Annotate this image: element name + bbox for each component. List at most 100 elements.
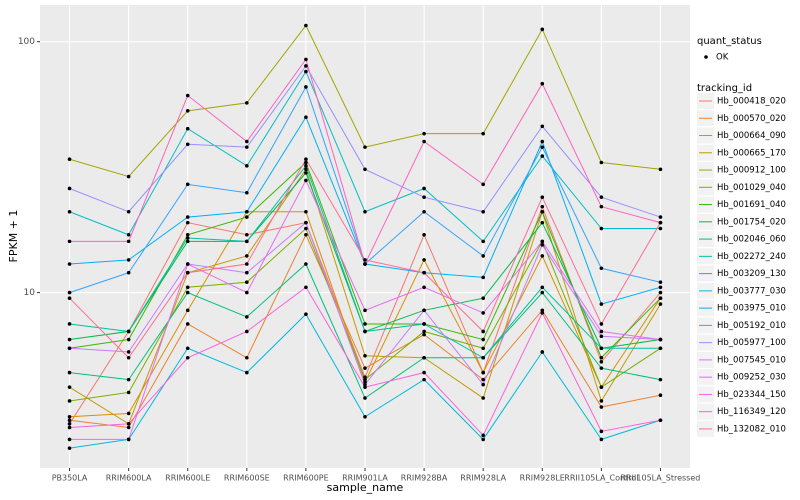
data-point xyxy=(126,337,131,342)
data-point xyxy=(304,167,308,172)
data-point xyxy=(481,209,485,214)
x-tick-label: RRIM901LA xyxy=(342,474,388,483)
x-tick-label: PB350LA xyxy=(52,474,88,483)
legend-label: Hb_116349_120 xyxy=(717,407,786,417)
data-point xyxy=(245,239,249,244)
data-point xyxy=(185,220,190,225)
data-point xyxy=(363,329,367,334)
data-point xyxy=(540,124,545,129)
data-point xyxy=(658,377,663,382)
series-points xyxy=(67,23,663,450)
data-point xyxy=(245,280,249,285)
data-point xyxy=(363,396,367,400)
data-point xyxy=(658,337,663,342)
data-point xyxy=(245,215,249,219)
data-point xyxy=(304,285,308,290)
data-point xyxy=(540,209,545,214)
data-point xyxy=(363,382,367,387)
data-point xyxy=(481,275,485,280)
legend-label: Hb_005977_100 xyxy=(717,338,786,348)
data-point xyxy=(599,429,604,434)
data-point xyxy=(658,290,663,295)
y-tick-label: 100 xyxy=(18,37,35,47)
data-point xyxy=(126,329,131,334)
legend-label: Hb_003975_010 xyxy=(717,304,786,314)
data-point xyxy=(185,355,190,360)
data-point xyxy=(67,209,72,214)
data-point xyxy=(304,23,308,28)
data-point xyxy=(422,131,426,136)
legend-label: Hb_000912_100 xyxy=(717,166,786,176)
data-point xyxy=(304,232,308,237)
legend-label: Hb_000665_170 xyxy=(717,148,786,158)
data-point xyxy=(304,157,308,162)
data-point xyxy=(67,296,72,300)
data-point xyxy=(422,355,426,360)
data-point xyxy=(599,204,604,209)
data-point xyxy=(599,195,604,199)
x-tick-label: RRIM928LA xyxy=(460,474,506,483)
data-point xyxy=(126,350,131,354)
data-point xyxy=(304,64,308,68)
data-point xyxy=(304,312,308,317)
data-point xyxy=(185,239,190,244)
data-point xyxy=(363,385,367,389)
data-point xyxy=(363,353,367,358)
data-point xyxy=(599,355,604,360)
data-point xyxy=(126,390,131,395)
data-point xyxy=(126,174,131,179)
data-point xyxy=(422,209,426,214)
data-point xyxy=(67,414,72,419)
data-point xyxy=(304,220,308,225)
data-point xyxy=(67,239,72,244)
data-point xyxy=(304,69,308,74)
data-point xyxy=(245,101,249,105)
axes: 10 100 PB350LA RRIM600LA RRIM600LE RRIM600SE R… xyxy=(18,37,701,482)
data-point xyxy=(540,220,545,225)
data-point xyxy=(658,226,663,231)
data-point xyxy=(363,377,367,382)
data-point xyxy=(304,57,308,62)
legend-label: Hb_001691_040 xyxy=(717,200,786,210)
data-point xyxy=(126,422,131,426)
data-point xyxy=(363,322,367,326)
data-point xyxy=(126,239,131,244)
legend-label: Hb_002272_240 xyxy=(717,252,786,262)
data-point xyxy=(304,262,308,266)
data-point xyxy=(245,370,249,375)
data-point xyxy=(67,346,72,351)
data-point xyxy=(245,209,249,214)
data-point xyxy=(481,437,485,442)
data-point xyxy=(540,290,545,295)
data-point xyxy=(185,346,190,351)
x-tick-label: RRII105LA_Stressed xyxy=(621,474,701,483)
data-point xyxy=(658,215,663,219)
data-point xyxy=(67,322,72,326)
x-tick-label: RRIM600SE xyxy=(224,474,270,483)
data-point xyxy=(363,258,367,262)
x-tick-label: RRIM600LE xyxy=(165,474,210,483)
data-point xyxy=(185,126,190,131)
legend-label: OK xyxy=(716,53,729,63)
data-point xyxy=(658,296,663,300)
legend-point xyxy=(704,55,708,59)
data-point xyxy=(422,195,426,199)
data-point xyxy=(422,370,426,375)
data-point xyxy=(185,215,190,219)
data-point xyxy=(363,308,367,313)
data-point xyxy=(245,254,249,258)
legend-label: Hb_003209_130 xyxy=(717,269,786,279)
data-point xyxy=(540,350,545,354)
data-point xyxy=(540,195,545,199)
data-point xyxy=(481,337,485,342)
x-tick-label: RRIM600PE xyxy=(283,474,329,483)
data-point xyxy=(599,359,604,364)
data-point xyxy=(422,285,426,290)
data-point xyxy=(245,190,249,195)
data-point xyxy=(126,411,131,416)
data-point xyxy=(599,302,604,306)
legend-label: Hb_007545_010 xyxy=(717,355,786,365)
data-point xyxy=(599,226,604,231)
data-point xyxy=(481,296,485,300)
